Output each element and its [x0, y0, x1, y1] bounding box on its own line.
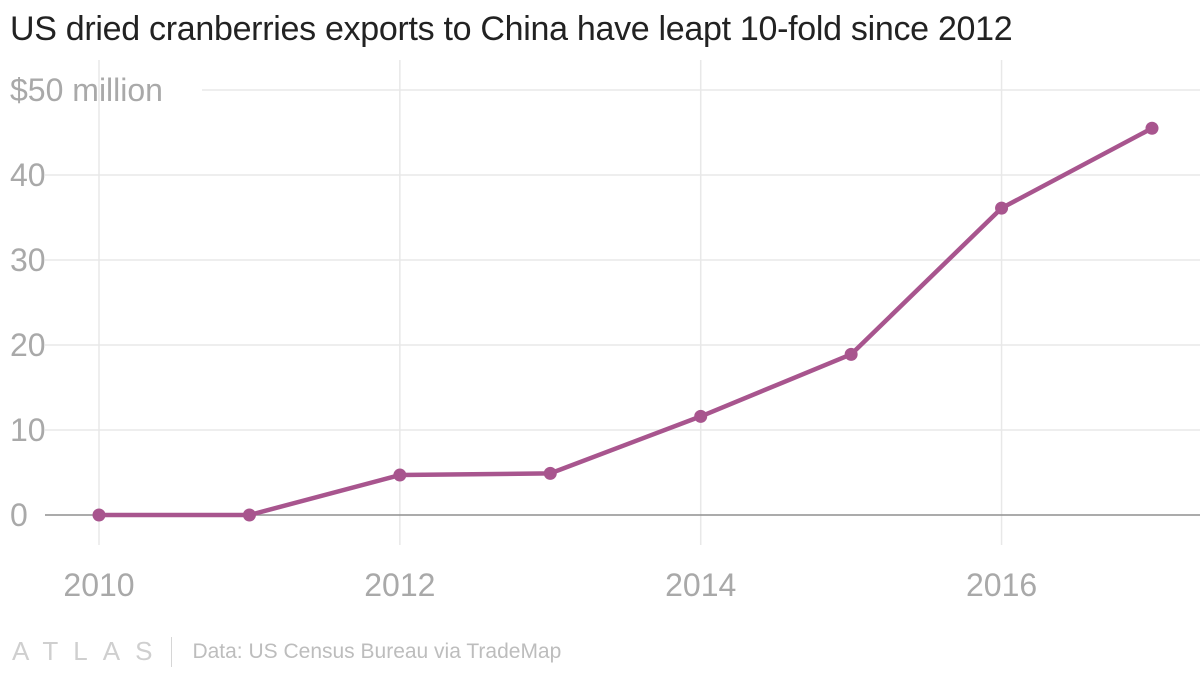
x-tick-label: 2014	[665, 567, 736, 603]
y-tick-label: 10	[10, 412, 46, 448]
series-line	[96, 126, 1155, 518]
data-point	[694, 409, 708, 423]
y-tick-label: 0	[10, 497, 28, 533]
source-note: Data: US Census Bureau via TradeMap	[192, 639, 562, 663]
atlas-logo[interactable]: ATLAS	[12, 636, 168, 666]
y-tick-label: 30	[10, 242, 46, 278]
data-point	[1145, 121, 1159, 135]
data-point	[393, 468, 407, 482]
data-point	[92, 508, 106, 522]
x-tick-label: 2010	[63, 567, 134, 603]
y-tick-label: $50 million	[10, 72, 163, 108]
x-tick-label: 2016	[966, 567, 1037, 603]
footer: ATLAS Data: US Census Bureau via TradeMa…	[12, 636, 561, 667]
data-point	[242, 508, 256, 522]
series	[92, 121, 1159, 522]
data-point	[995, 201, 1009, 215]
chart-title: US dried cranberries exports to China ha…	[10, 10, 1013, 48]
data-point	[844, 347, 858, 361]
y-tick-label: 40	[10, 157, 46, 193]
x-tick-label: 2012	[364, 567, 435, 603]
footer-divider	[171, 636, 173, 667]
gridlines	[45, 60, 1200, 545]
axes: 2010 2012 2014 2016 0 10 20 30 40 $50 million	[10, 72, 1200, 603]
y-tick-label: 20	[10, 327, 46, 363]
data-point	[543, 466, 557, 480]
